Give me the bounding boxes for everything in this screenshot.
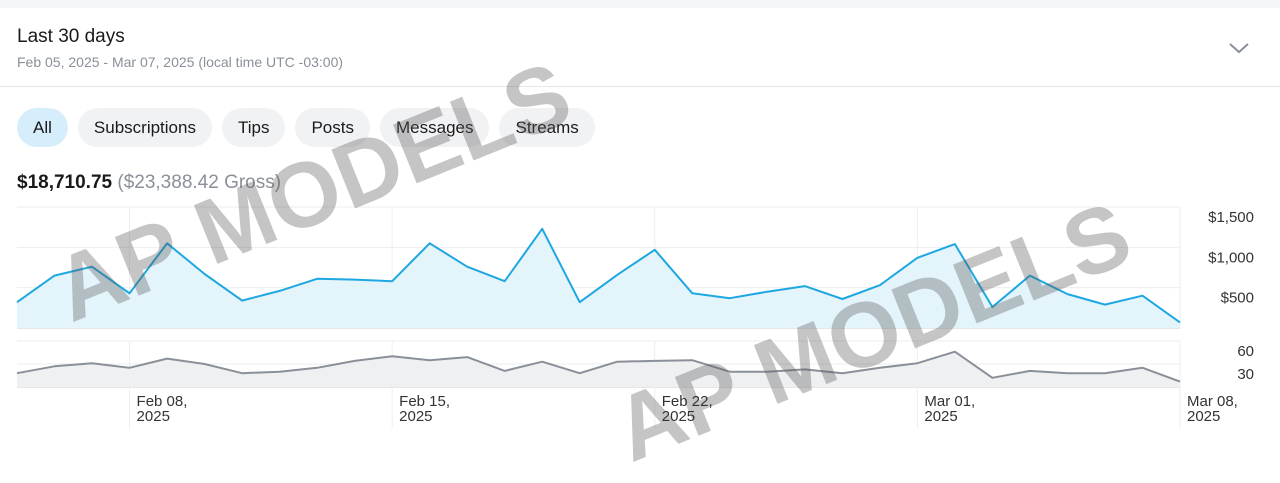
x-tick-label: Mar 08, 2025 xyxy=(1187,393,1238,425)
x-tick-label: Feb 15, 2025 xyxy=(399,393,451,425)
chevron[interactable] xyxy=(1228,40,1250,56)
x-tick-label: Mar 01, 2025 xyxy=(924,393,976,425)
tab[interactable]: Subscriptions xyxy=(77,108,212,147)
area xyxy=(17,351,1180,387)
tab[interactable]: Posts xyxy=(295,108,370,147)
y-tick-label: $1,500 xyxy=(1208,209,1254,226)
y-tick-label: $500 xyxy=(1221,290,1254,307)
tab[interactable]: Messages xyxy=(380,108,490,147)
divider xyxy=(0,86,1280,87)
x-tick-label: Feb 08, 2025 xyxy=(136,393,188,425)
top-strip xyxy=(0,0,1280,8)
area xyxy=(17,228,1180,328)
x-tick-label: Feb 22, 2025 xyxy=(661,393,713,425)
tab[interactable]: Streams xyxy=(499,108,595,147)
y-tick-label: 60 xyxy=(1237,343,1254,360)
line xyxy=(16,227,1181,324)
period-title[interactable]: Last 30 days xyxy=(17,26,125,47)
y-tick-label: $1,000 xyxy=(1208,249,1254,266)
chart: $500 $1,000 $1,500 30 60 xyxy=(16,206,1254,429)
line xyxy=(16,350,1181,383)
tab-bar: All Subscriptions Tips Posts Messages Streams xyxy=(17,108,595,147)
net-total: $18,710.75 xyxy=(17,172,113,193)
gross-total: ($23,388.42 Gross) xyxy=(117,172,282,193)
period-subtitle: Feb 05, 2025 - Mar 07, 2025 (local time … xyxy=(17,54,344,70)
tab[interactable]: All xyxy=(17,108,68,147)
tab[interactable]: Tips xyxy=(221,108,286,147)
totals: $18,710.75 ($23,388.42 Gross) xyxy=(17,172,281,194)
y-tick-label: 30 xyxy=(1237,366,1254,383)
